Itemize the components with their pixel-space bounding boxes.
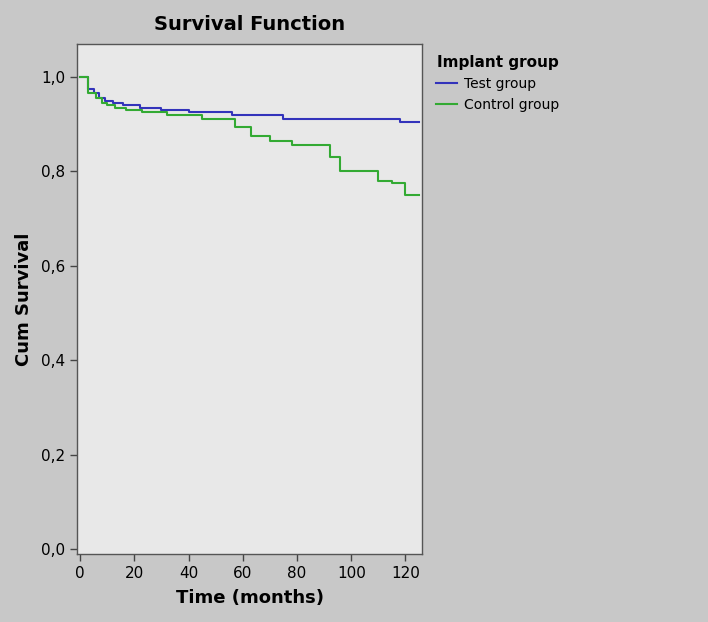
X-axis label: Time (months): Time (months) <box>176 589 324 607</box>
Title: Survival Function: Survival Function <box>154 15 345 34</box>
Y-axis label: Cum Survival: Cum Survival <box>15 232 33 366</box>
Legend: Test group, Control group: Test group, Control group <box>432 51 564 116</box>
